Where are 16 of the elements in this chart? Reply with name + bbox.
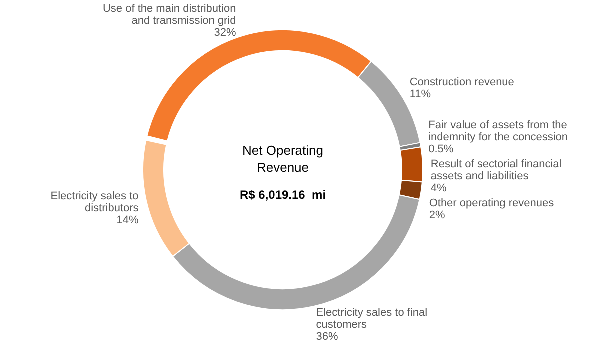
slice-label: Use of the main distribution and transmission grid xyxy=(102,3,236,27)
text: Net Operating Revenue xyxy=(242,143,324,175)
slice-label: Electricity sales to distributors xyxy=(50,190,140,214)
text: R$ 6,019.16 mi xyxy=(240,188,326,202)
slice-label: Other operating revenues xyxy=(429,197,555,210)
data-label: 32% xyxy=(214,27,236,39)
data-label: 36% xyxy=(316,331,339,343)
data-label: 11% xyxy=(410,88,432,101)
slice-label: Construction revenue xyxy=(410,76,514,89)
slice-label: Result of sectorial financial assets and liabilities xyxy=(430,158,562,182)
slice-label: Electricity sales to final customers xyxy=(316,307,428,331)
slice-label: Fair value of assets from the indemnity for the concession xyxy=(428,119,568,144)
data-label: 4% xyxy=(430,182,448,194)
data-label: 2% xyxy=(429,209,446,222)
data-label: 14% xyxy=(116,214,139,226)
data-label: 0.5% xyxy=(428,143,454,156)
